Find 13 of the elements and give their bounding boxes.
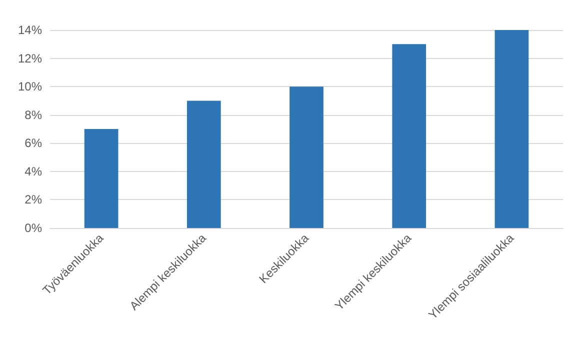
- y-tick-label: 4%: [24, 164, 42, 178]
- bar: [290, 86, 324, 228]
- y-tick-label: 6%: [24, 136, 42, 150]
- y-tick-label: 14%: [18, 23, 42, 37]
- y-tick-label: 10%: [18, 80, 42, 94]
- bar: [186, 100, 221, 228]
- y-tick-label: 2%: [24, 192, 42, 207]
- bar: [84, 129, 118, 228]
- y-tick-label: 12%: [18, 51, 42, 66]
- bar: [494, 30, 529, 228]
- y-tick-label: 8%: [24, 108, 42, 122]
- y-tick-label: 0%: [24, 221, 42, 235]
- bar: [392, 44, 426, 228]
